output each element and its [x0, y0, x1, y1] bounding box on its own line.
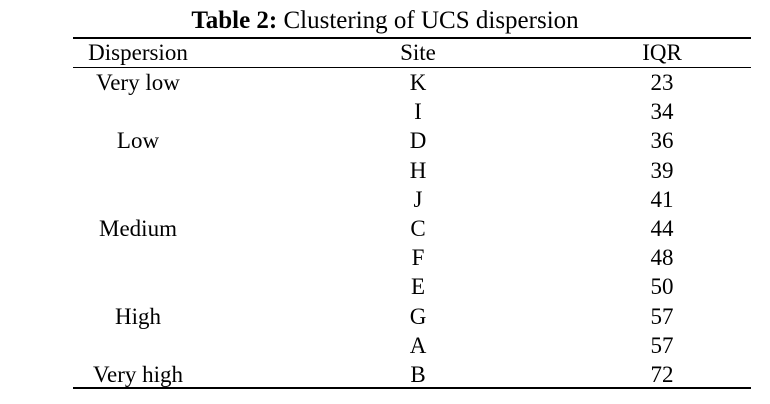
site-cell: H [409, 157, 427, 183]
iqr-cell: 36 [650, 128, 674, 154]
site-cell: K [409, 70, 427, 95]
caption-label: Table 2: [191, 7, 278, 34]
header-rule [73, 67, 751, 68]
column-header: IQR [642, 40, 682, 65]
dispersion-label: High [115, 303, 161, 329]
dispersion-label: Very high [92, 362, 184, 387]
iqr-cell: 23 [650, 70, 674, 95]
bottom-rule [73, 387, 751, 389]
iqr-cell: 72 [650, 362, 674, 387]
caption-text: Clustering of UCS dispersion [283, 7, 579, 34]
column-header: Dispersion [88, 40, 188, 65]
iqr-cell: 41 [650, 186, 674, 212]
column-header: Site [400, 40, 436, 65]
top-rule [73, 37, 751, 39]
table-caption: Table 2: Clustering of UCS dispersion [0, 6, 770, 36]
site-cell: B [410, 362, 426, 387]
iqr-cell: 34 [650, 99, 674, 125]
dispersion-label: Low [116, 128, 160, 154]
site-cell: J [413, 186, 423, 212]
iqr-cell: 50 [650, 274, 674, 300]
iqr-cell: 44 [650, 216, 674, 241]
site-cell: E [410, 274, 426, 300]
site-cell: A [409, 332, 427, 358]
site-cell: I [414, 99, 422, 125]
site-cell: D [409, 128, 427, 154]
dispersion-label: Medium [99, 216, 177, 241]
iqr-cell: 48 [650, 245, 674, 271]
iqr-cell: 57 [650, 303, 674, 329]
site-cell: C [410, 216, 426, 241]
site-cell: F [411, 245, 425, 271]
dispersion-label: Very low [96, 70, 180, 95]
site-cell: G [409, 303, 427, 329]
iqr-cell: 57 [650, 332, 674, 358]
iqr-cell: 39 [650, 157, 674, 183]
